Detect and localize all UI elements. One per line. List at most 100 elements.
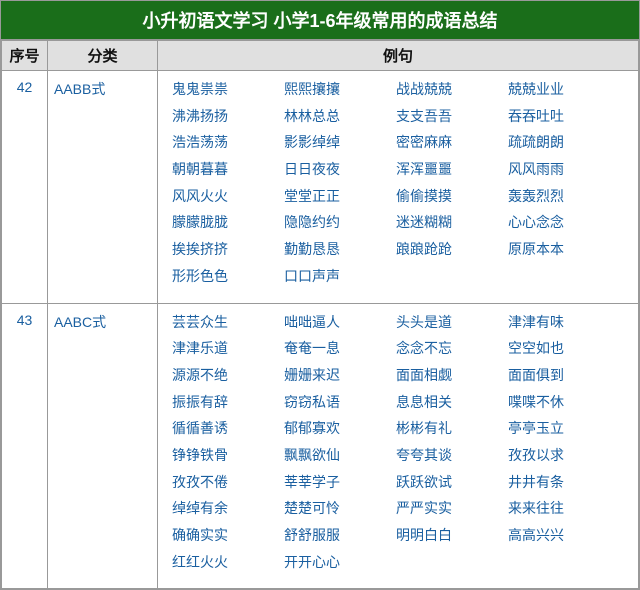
table-row: 42AABB式鬼鬼祟祟熙熙攘攘战战兢兢兢兢业业沸沸扬扬林林总总支支吾吾吞吞吐吐浩… (2, 71, 639, 304)
idiom-line: 浩浩荡荡影影绰绰密密麻麻疏疏朗朗 (172, 132, 628, 154)
idiom-table-container: 小升初语文学习 小学1-6年级常用的成语总结 序号 分类 例句 42AABB式鬼… (0, 0, 640, 590)
idiom-table: 序号 分类 例句 42AABB式鬼鬼祟祟熙熙攘攘战战兢兢兢兢业业沸沸扬扬林林总总… (1, 40, 639, 589)
idiom: 振振有辞 (172, 392, 284, 414)
idiom: 开开心心 (284, 552, 396, 574)
idiom: 飘飘欲仙 (284, 445, 396, 467)
idiom-line: 朦朦胧胧隐隐约约迷迷糊糊心心念念 (172, 212, 628, 234)
idiom: 影影绰绰 (284, 132, 396, 154)
idiom: 密密麻麻 (396, 132, 508, 154)
idiom: 来来往往 (508, 498, 620, 520)
idiom: 朝朝暮暮 (172, 159, 284, 181)
idiom: 津津有味 (508, 312, 620, 334)
idiom: 空空如也 (508, 338, 620, 360)
idiom: 日日夜夜 (284, 159, 396, 181)
idiom: 隐隐约约 (284, 212, 396, 234)
idiom: 战战兢兢 (396, 79, 508, 101)
idiom-line: 津津乐道奄奄一息念念不忘空空如也 (172, 338, 628, 360)
idiom-line: 挨挨挤挤勤勤恳恳踉踉跄跄原原本本 (172, 239, 628, 261)
idiom: 孜孜不倦 (172, 472, 284, 494)
header-examples: 例句 (158, 41, 639, 71)
idiom-line: 确确实实舒舒服服明明白白高高兴兴 (172, 525, 628, 547)
idiom-line: 芸芸众生咄咄逼人头头是道津津有味 (172, 312, 628, 334)
idiom: 窃窃私语 (284, 392, 396, 414)
idiom: 高高兴兴 (508, 525, 620, 547)
idiom: 奄奄一息 (284, 338, 396, 360)
cell-number: 42 (2, 71, 48, 304)
idiom: 口口声声 (284, 266, 396, 288)
idiom: 轰轰烈烈 (508, 186, 620, 208)
idiom: 绰绰有余 (172, 498, 284, 520)
page-title: 小升初语文学习 小学1-6年级常用的成语总结 (1, 1, 639, 40)
idiom: 沸沸扬扬 (172, 106, 284, 128)
idiom-line: 风风火火堂堂正正偷偷摸摸轰轰烈烈 (172, 186, 628, 208)
idiom: 挨挨挤挤 (172, 239, 284, 261)
idiom: 心心念念 (508, 212, 620, 234)
idiom: 芸芸众生 (172, 312, 284, 334)
idiom: 堂堂正正 (284, 186, 396, 208)
idiom: 原原本本 (508, 239, 620, 261)
idiom-line: 形形色色口口声声 (172, 266, 628, 288)
idiom: 循循善诱 (172, 418, 284, 440)
idiom: 朦朦胧胧 (172, 212, 284, 234)
idiom-line: 沸沸扬扬林林总总支支吾吾吞吞吐吐 (172, 106, 628, 128)
idiom: 确确实实 (172, 525, 284, 547)
idiom: 浩浩荡荡 (172, 132, 284, 154)
header-num: 序号 (2, 41, 48, 71)
idiom: 熙熙攘攘 (284, 79, 396, 101)
idiom: 源源不绝 (172, 365, 284, 387)
idiom: 偷偷摸摸 (396, 186, 508, 208)
idiom: 形形色色 (172, 266, 284, 288)
idiom: 彬彬有礼 (396, 418, 508, 440)
idiom: 浑浑噩噩 (396, 159, 508, 181)
idiom: 咄咄逼人 (284, 312, 396, 334)
idiom: 风风雨雨 (508, 159, 620, 181)
idiom: 严严实实 (396, 498, 508, 520)
idiom-line: 振振有辞窃窃私语息息相关喋喋不休 (172, 392, 628, 414)
idiom-line: 循循善诱郁郁寡欢彬彬有礼亭亭玉立 (172, 418, 628, 440)
idiom: 支支吾吾 (396, 106, 508, 128)
idiom: 疏疏朗朗 (508, 132, 620, 154)
idiom: 迷迷糊糊 (396, 212, 508, 234)
idiom: 兢兢业业 (508, 79, 620, 101)
idiom: 头头是道 (396, 312, 508, 334)
idiom: 井井有条 (508, 472, 620, 494)
idiom: 喋喋不休 (508, 392, 620, 414)
idiom: 姗姗来迟 (284, 365, 396, 387)
idiom: 念念不忘 (396, 338, 508, 360)
idiom-line: 绰绰有余楚楚可怜严严实实来来往往 (172, 498, 628, 520)
idiom: 吞吞吐吐 (508, 106, 620, 128)
idiom: 孜孜以求 (508, 445, 620, 467)
idiom: 舒舒服服 (284, 525, 396, 547)
cell-category: AABC式 (48, 303, 158, 589)
idiom-line: 朝朝暮暮日日夜夜浑浑噩噩风风雨雨 (172, 159, 628, 181)
idiom: 莘莘学子 (284, 472, 396, 494)
cell-examples: 芸芸众生咄咄逼人头头是道津津有味津津乐道奄奄一息念念不忘空空如也源源不绝姗姗来迟… (158, 303, 639, 589)
table-row: 43AABC式芸芸众生咄咄逼人头头是道津津有味津津乐道奄奄一息念念不忘空空如也源… (2, 303, 639, 589)
idiom: 楚楚可怜 (284, 498, 396, 520)
idiom: 鬼鬼祟祟 (172, 79, 284, 101)
idiom: 勤勤恳恳 (284, 239, 396, 261)
idiom: 郁郁寡欢 (284, 418, 396, 440)
idiom: 林林总总 (284, 106, 396, 128)
idiom: 铮铮铁骨 (172, 445, 284, 467)
idiom: 踉踉跄跄 (396, 239, 508, 261)
header-category: 分类 (48, 41, 158, 71)
idiom-line: 铮铮铁骨飘飘欲仙夸夸其谈孜孜以求 (172, 445, 628, 467)
idiom: 面面俱到 (508, 365, 620, 387)
idiom: 风风火火 (172, 186, 284, 208)
idiom-line: 红红火火开开心心 (172, 552, 628, 574)
idiom: 津津乐道 (172, 338, 284, 360)
idiom: 面面相觑 (396, 365, 508, 387)
idiom: 明明白白 (396, 525, 508, 547)
idiom: 跃跃欲试 (396, 472, 508, 494)
idiom: 息息相关 (396, 392, 508, 414)
idiom: 红红火火 (172, 552, 284, 574)
table-header-row: 序号 分类 例句 (2, 41, 639, 71)
idiom: 亭亭玉立 (508, 418, 620, 440)
cell-number: 43 (2, 303, 48, 589)
cell-examples: 鬼鬼祟祟熙熙攘攘战战兢兢兢兢业业沸沸扬扬林林总总支支吾吾吞吞吐吐浩浩荡荡影影绰绰… (158, 71, 639, 304)
idiom-line: 源源不绝姗姗来迟面面相觑面面俱到 (172, 365, 628, 387)
cell-category: AABB式 (48, 71, 158, 304)
idiom-line: 孜孜不倦莘莘学子跃跃欲试井井有条 (172, 472, 628, 494)
idiom: 夸夸其谈 (396, 445, 508, 467)
